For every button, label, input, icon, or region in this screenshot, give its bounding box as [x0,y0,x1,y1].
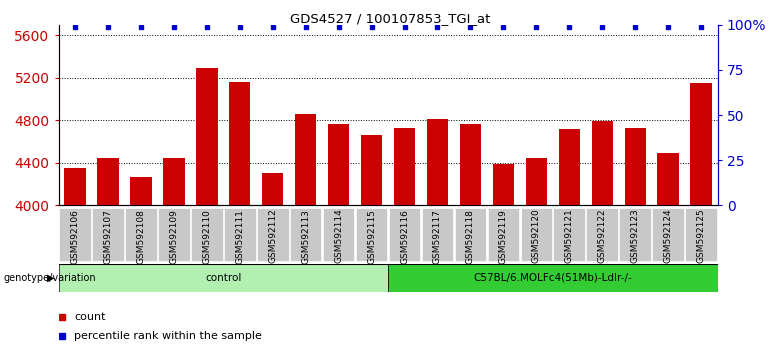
Bar [394,128,415,205]
FancyBboxPatch shape [422,208,453,261]
Text: GSM592110: GSM592110 [202,209,211,264]
Text: percentile rank within the sample: percentile rank within the sample [74,331,262,341]
FancyBboxPatch shape [587,208,618,261]
FancyBboxPatch shape [388,208,420,261]
Text: GSM592113: GSM592113 [301,209,310,264]
Text: GSM592118: GSM592118 [466,209,475,264]
Bar [558,129,580,205]
Bar [361,135,382,205]
Bar [295,114,317,205]
FancyBboxPatch shape [58,264,388,292]
Bar [98,158,119,205]
Text: GSM592122: GSM592122 [597,209,607,263]
Bar [64,167,86,205]
FancyBboxPatch shape [652,208,684,261]
Bar [328,124,349,205]
Text: count: count [74,312,105,322]
FancyBboxPatch shape [290,208,321,261]
Bar [690,83,712,205]
FancyBboxPatch shape [488,208,519,261]
Text: GSM592117: GSM592117 [433,209,442,264]
Text: GSM592111: GSM592111 [236,209,244,264]
FancyBboxPatch shape [619,208,651,261]
Text: GSM592112: GSM592112 [268,209,277,263]
FancyBboxPatch shape [158,208,190,261]
FancyBboxPatch shape [388,264,718,292]
Text: GSM592116: GSM592116 [400,209,409,264]
Text: GSM592115: GSM592115 [367,209,376,264]
Bar [591,121,613,205]
Bar [196,68,218,205]
FancyBboxPatch shape [323,208,354,261]
Text: GSM592108: GSM592108 [136,209,145,264]
Text: GSM592123: GSM592123 [631,209,640,263]
FancyBboxPatch shape [520,208,552,261]
Bar [163,158,185,205]
FancyBboxPatch shape [125,208,157,261]
FancyBboxPatch shape [686,208,717,261]
Bar [658,153,679,205]
Text: GDS4527 / 100107853_TGI_at: GDS4527 / 100107853_TGI_at [290,12,490,25]
FancyBboxPatch shape [191,208,222,261]
Text: GSM592109: GSM592109 [169,209,179,264]
Text: control: control [205,273,242,283]
Bar [459,124,481,205]
FancyBboxPatch shape [356,208,388,261]
FancyBboxPatch shape [59,208,90,261]
Bar [229,82,250,205]
FancyBboxPatch shape [455,208,486,261]
Text: GSM592114: GSM592114 [334,209,343,263]
Text: GSM592106: GSM592106 [70,209,80,264]
Text: GSM592124: GSM592124 [664,209,672,263]
FancyBboxPatch shape [92,208,124,261]
FancyBboxPatch shape [257,208,289,261]
Bar [427,119,448,205]
Bar [625,128,646,205]
Text: GSM592120: GSM592120 [532,209,541,263]
Bar [262,173,283,205]
FancyBboxPatch shape [554,208,585,261]
Text: C57BL/6.MOLFc4(51Mb)-Ldlr-/-: C57BL/6.MOLFc4(51Mb)-Ldlr-/- [473,273,633,283]
Text: GSM592119: GSM592119 [499,209,508,264]
Bar [130,177,151,205]
Text: GSM592125: GSM592125 [697,209,706,263]
FancyBboxPatch shape [224,208,256,261]
Text: genotype/variation: genotype/variation [4,273,97,283]
Text: ▶: ▶ [47,273,55,283]
Bar [526,158,547,205]
Bar [493,164,514,205]
Text: GSM592107: GSM592107 [104,209,112,264]
Text: GSM592121: GSM592121 [565,209,574,263]
